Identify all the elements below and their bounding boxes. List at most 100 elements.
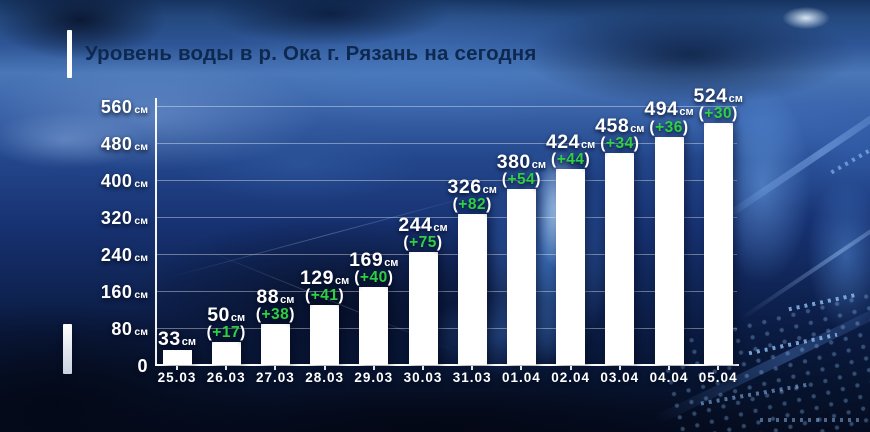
y-axis-tick-label: 320 см bbox=[38, 208, 148, 229]
tick-value: 400 bbox=[100, 171, 133, 191]
value-number: 524 bbox=[693, 84, 728, 107]
bar-delta-label: (+44) bbox=[551, 150, 591, 168]
delta-value: +75 bbox=[409, 234, 437, 252]
bar-value: 326см bbox=[448, 177, 497, 197]
bar bbox=[310, 305, 340, 365]
value-number: 494 bbox=[644, 98, 679, 121]
bar-value-label: 524см (+30) bbox=[694, 86, 743, 122]
unit-label: см bbox=[728, 92, 743, 105]
bar-value: 33см bbox=[158, 329, 196, 349]
title-row: Уровень воды в р. Ока г. Рязань на сегод… bbox=[67, 30, 537, 78]
bar bbox=[506, 189, 536, 366]
bar-value-label: 244см (+75) bbox=[398, 215, 447, 251]
bar-value: 50см bbox=[207, 305, 246, 325]
unit-label: см bbox=[134, 289, 148, 301]
bar-value: 524см bbox=[694, 86, 743, 106]
unit-label: см bbox=[334, 275, 350, 288]
x-axis-tick-label: 02.04 bbox=[551, 370, 590, 385]
bar-value: 424см bbox=[546, 132, 595, 152]
bar bbox=[211, 341, 241, 365]
bar bbox=[408, 252, 438, 365]
bar-value: 458см bbox=[595, 116, 644, 136]
bar-delta-label: (+75) bbox=[403, 234, 443, 252]
bar bbox=[654, 136, 684, 365]
delta-value: +41 bbox=[310, 287, 339, 305]
value-number: 424 bbox=[545, 130, 580, 153]
delta-value: +44 bbox=[556, 150, 585, 168]
value-number: 458 bbox=[595, 115, 630, 138]
y-axis-line bbox=[155, 98, 157, 366]
unit-label: см bbox=[580, 138, 596, 151]
tick-value: 160 bbox=[100, 282, 133, 302]
unit-label: см bbox=[134, 141, 148, 153]
delta-value: +30 bbox=[704, 104, 733, 122]
bar-value-label: 50см (+17) bbox=[207, 305, 246, 341]
title-accent-bar bbox=[67, 30, 72, 78]
unit-label: см bbox=[630, 123, 645, 136]
gridline bbox=[156, 254, 737, 255]
x-axis-tick-label: 04.04 bbox=[649, 370, 689, 385]
bar bbox=[359, 286, 389, 365]
delta-value: +82 bbox=[458, 196, 487, 214]
tick-value: 240 bbox=[100, 245, 133, 265]
delta-value: +54 bbox=[507, 171, 536, 189]
value-number: 169 bbox=[349, 248, 384, 271]
bar-delta-label: (+17) bbox=[206, 323, 246, 341]
bar bbox=[260, 324, 290, 365]
tick-value: 80 bbox=[111, 319, 133, 339]
unit-label: см bbox=[384, 256, 399, 269]
unit-label: см bbox=[433, 222, 448, 235]
x-axis-tick-label: 01.04 bbox=[501, 370, 541, 385]
x-axis-tick-label: 05.04 bbox=[698, 370, 738, 385]
x-axis-tick-label: 29.03 bbox=[354, 370, 394, 385]
bar-delta-label: (+34) bbox=[600, 135, 640, 153]
tick-value: 0 bbox=[137, 356, 148, 376]
value-number: 50 bbox=[207, 303, 230, 326]
x-axis-tick-label: 31.03 bbox=[452, 370, 492, 385]
unit-label: см bbox=[134, 104, 148, 116]
y-axis-tick-label: 560 см bbox=[38, 97, 148, 118]
delta-value: +40 bbox=[359, 268, 388, 286]
bar-delta-label: (+38) bbox=[255, 306, 295, 324]
tick-value: 480 bbox=[100, 134, 133, 154]
y-axis-tick-label: 240 см bbox=[38, 245, 148, 266]
bar bbox=[457, 214, 487, 365]
bar-value: 380см bbox=[497, 152, 546, 172]
unit-label: см bbox=[134, 252, 148, 264]
bar-value-label: 88см (+38) bbox=[256, 287, 295, 323]
value-number: 33 bbox=[158, 327, 181, 350]
value-number: 129 bbox=[299, 267, 334, 290]
unit-label: см bbox=[230, 311, 246, 324]
y-axis-tick-label: 160 см bbox=[38, 282, 148, 303]
value-number: 244 bbox=[398, 214, 433, 237]
value-number: 88 bbox=[256, 286, 280, 309]
bar-delta-label: (+36) bbox=[649, 118, 689, 136]
unit-label: см bbox=[181, 335, 196, 348]
unit-label: см bbox=[134, 178, 148, 190]
bar-value-label: 494см (+36) bbox=[644, 99, 693, 135]
x-axis-tick-label: 27.03 bbox=[255, 370, 295, 385]
bar-delta-label: (+54) bbox=[501, 171, 541, 189]
tick-value: 320 bbox=[100, 208, 133, 228]
tick-value: 560 bbox=[100, 97, 133, 117]
y-axis-tick-label: 400 см bbox=[38, 171, 148, 192]
bar bbox=[556, 168, 586, 365]
bar-value: 129см bbox=[300, 268, 349, 288]
delta-value: +34 bbox=[605, 135, 634, 153]
bar-value: 494см bbox=[644, 99, 693, 119]
bar-value: 169см bbox=[349, 250, 398, 270]
unit-label: см bbox=[134, 326, 148, 338]
y-axis-tick-label: 480 см bbox=[38, 134, 148, 155]
delta-value: +17 bbox=[212, 323, 241, 341]
bar-value: 88см bbox=[256, 287, 295, 307]
bar-delta-label: (+40) bbox=[354, 268, 394, 286]
bar-value-label: 424см (+44) bbox=[546, 132, 595, 168]
bar bbox=[605, 153, 635, 365]
bar-delta-label: (+41) bbox=[305, 287, 345, 305]
gridline bbox=[156, 291, 737, 292]
x-axis-tick-label: 25.03 bbox=[157, 370, 197, 385]
x-axis-tick-label: 28.03 bbox=[305, 370, 344, 385]
bar bbox=[703, 122, 733, 365]
unit-label: см bbox=[482, 184, 497, 197]
